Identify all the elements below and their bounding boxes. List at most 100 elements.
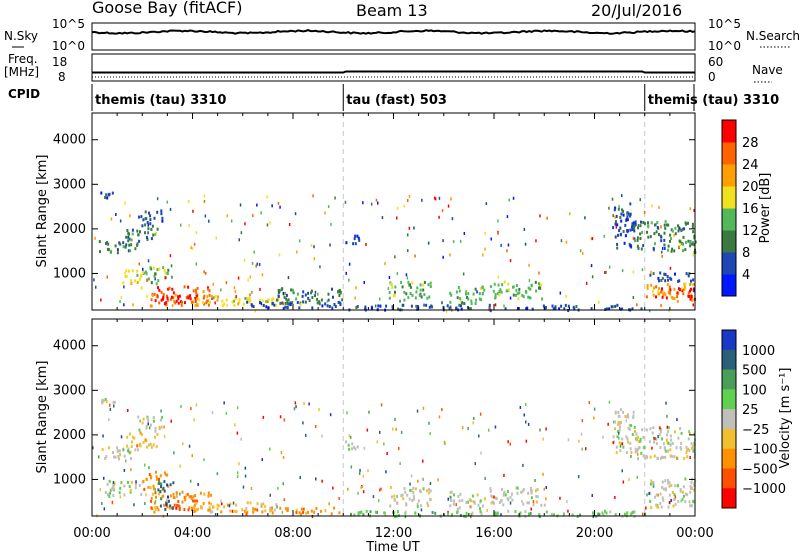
scatter-cell: [133, 436, 136, 440]
scatter-cell: [189, 294, 192, 298]
station-title: Goose Bay (fitACF): [92, 0, 242, 17]
scatter-cell: [208, 506, 211, 510]
scatter-cell: [619, 444, 622, 448]
scatter-cell: [207, 494, 210, 498]
power-colorbar-swatch: [722, 164, 736, 187]
scatter-cell: [311, 296, 314, 299]
scatter-cell: [683, 284, 686, 288]
scatter-cell: [333, 303, 336, 306]
scatter-cell: [119, 495, 122, 499]
scatter-cell: [379, 488, 381, 492]
scatter-cell: [515, 284, 518, 287]
scatter-cell: [692, 303, 694, 307]
scatter-cell: [181, 490, 184, 494]
scatter-cell: [199, 491, 202, 495]
scatter-cell: [357, 491, 359, 495]
scatter-cell: [211, 510, 214, 514]
scatter-cell: [429, 281, 432, 285]
scatter-cell: [618, 229, 621, 232]
scatter-cell: [104, 398, 107, 401]
power-colorbar-tick: 4: [742, 268, 750, 283]
scatter-cell: [164, 507, 167, 511]
scatter-cell: [611, 305, 614, 309]
scatter-cell: [192, 289, 195, 293]
scatter-cell: [165, 303, 168, 307]
scatter-cell: [530, 491, 533, 495]
scatter-cell: [669, 239, 671, 243]
scatter-cell: [326, 304, 329, 308]
scatter-cell: [277, 294, 280, 298]
nsky-label: N.Sky: [4, 29, 38, 43]
scatter-cell: [193, 299, 196, 303]
scatter-cell: [164, 271, 167, 275]
scatter-cell: [616, 303, 619, 307]
scatter-cell: [449, 253, 451, 257]
scatter-cell: [669, 266, 672, 270]
scatter-cell: [119, 453, 121, 457]
scatter-cell: [119, 219, 122, 223]
scatter-cell: [390, 495, 393, 499]
x-tick-label: 04:00: [174, 526, 211, 541]
scatter-cell: [474, 462, 476, 466]
scatter-cell: [692, 499, 695, 503]
scatter-cell: [503, 473, 505, 477]
scatter-cell: [427, 504, 430, 508]
scatter-cell: [501, 283, 504, 287]
scatter-cell: [417, 499, 420, 503]
scatter-cell: [460, 301, 463, 305]
scatter-cell: [666, 425, 669, 429]
scatter-cell: [154, 435, 156, 439]
scatter-cell: [217, 504, 220, 508]
scatter-cell: [296, 292, 299, 296]
scatter-cell: [527, 286, 530, 290]
scatter-cell: [620, 441, 623, 445]
scatter-cell: [655, 295, 657, 299]
scatter-cell: [609, 510, 612, 514]
scatter-cell: [225, 298, 228, 302]
scatter-cell: [407, 199, 409, 202]
scatter-cell: [385, 304, 388, 308]
scatter-cell: [480, 451, 482, 455]
y-tick-label: 4000: [53, 133, 86, 148]
scatter-cell: [98, 455, 100, 459]
scatter-cell: [368, 410, 370, 414]
scatter-cell: [194, 499, 197, 503]
scatter-cell: [689, 244, 692, 248]
x-tick-label: 00:00: [676, 526, 713, 541]
scatter-cell: [155, 282, 158, 286]
scatter-cell: [664, 479, 667, 483]
scatter-cell: [162, 295, 165, 299]
scatter-cell: [391, 305, 394, 309]
scatter-cell: [506, 215, 509, 219]
scatter-cell: [654, 223, 656, 227]
scatter-cell: [674, 272, 676, 276]
scatter-cell: [618, 441, 621, 445]
scatter-cell: [667, 248, 669, 252]
scatter-cell: [691, 445, 694, 449]
scatter-cell: [661, 289, 664, 293]
scatter-cell: [179, 464, 181, 468]
scatter-cell: [292, 289, 295, 293]
scatter-cell: [364, 305, 367, 309]
scatter-cell: [690, 487, 693, 490]
scatter-cell: [358, 472, 361, 475]
scatter-cell: [353, 445, 356, 449]
scatter-cell: [542, 304, 545, 308]
scatter-cell: [193, 503, 196, 507]
scatter-cell: [662, 442, 665, 446]
scatter-cell: [209, 493, 212, 497]
scatter-cell: [169, 297, 172, 301]
scatter-cell: [473, 416, 475, 420]
scatter-cell: [148, 443, 150, 447]
scatter-cell: [384, 513, 387, 517]
scatter-cell: [465, 292, 467, 296]
scatter-cell: [490, 494, 493, 498]
scatter-cell: [209, 508, 212, 512]
scatter-cell: [623, 241, 626, 245]
scatter-cell: [320, 298, 323, 302]
scatter-cell: [157, 508, 160, 512]
scatter-cell: [142, 441, 145, 445]
scatter-cell: [191, 300, 194, 304]
scatter-cell: [516, 486, 519, 490]
scatter-cell: [116, 248, 119, 252]
